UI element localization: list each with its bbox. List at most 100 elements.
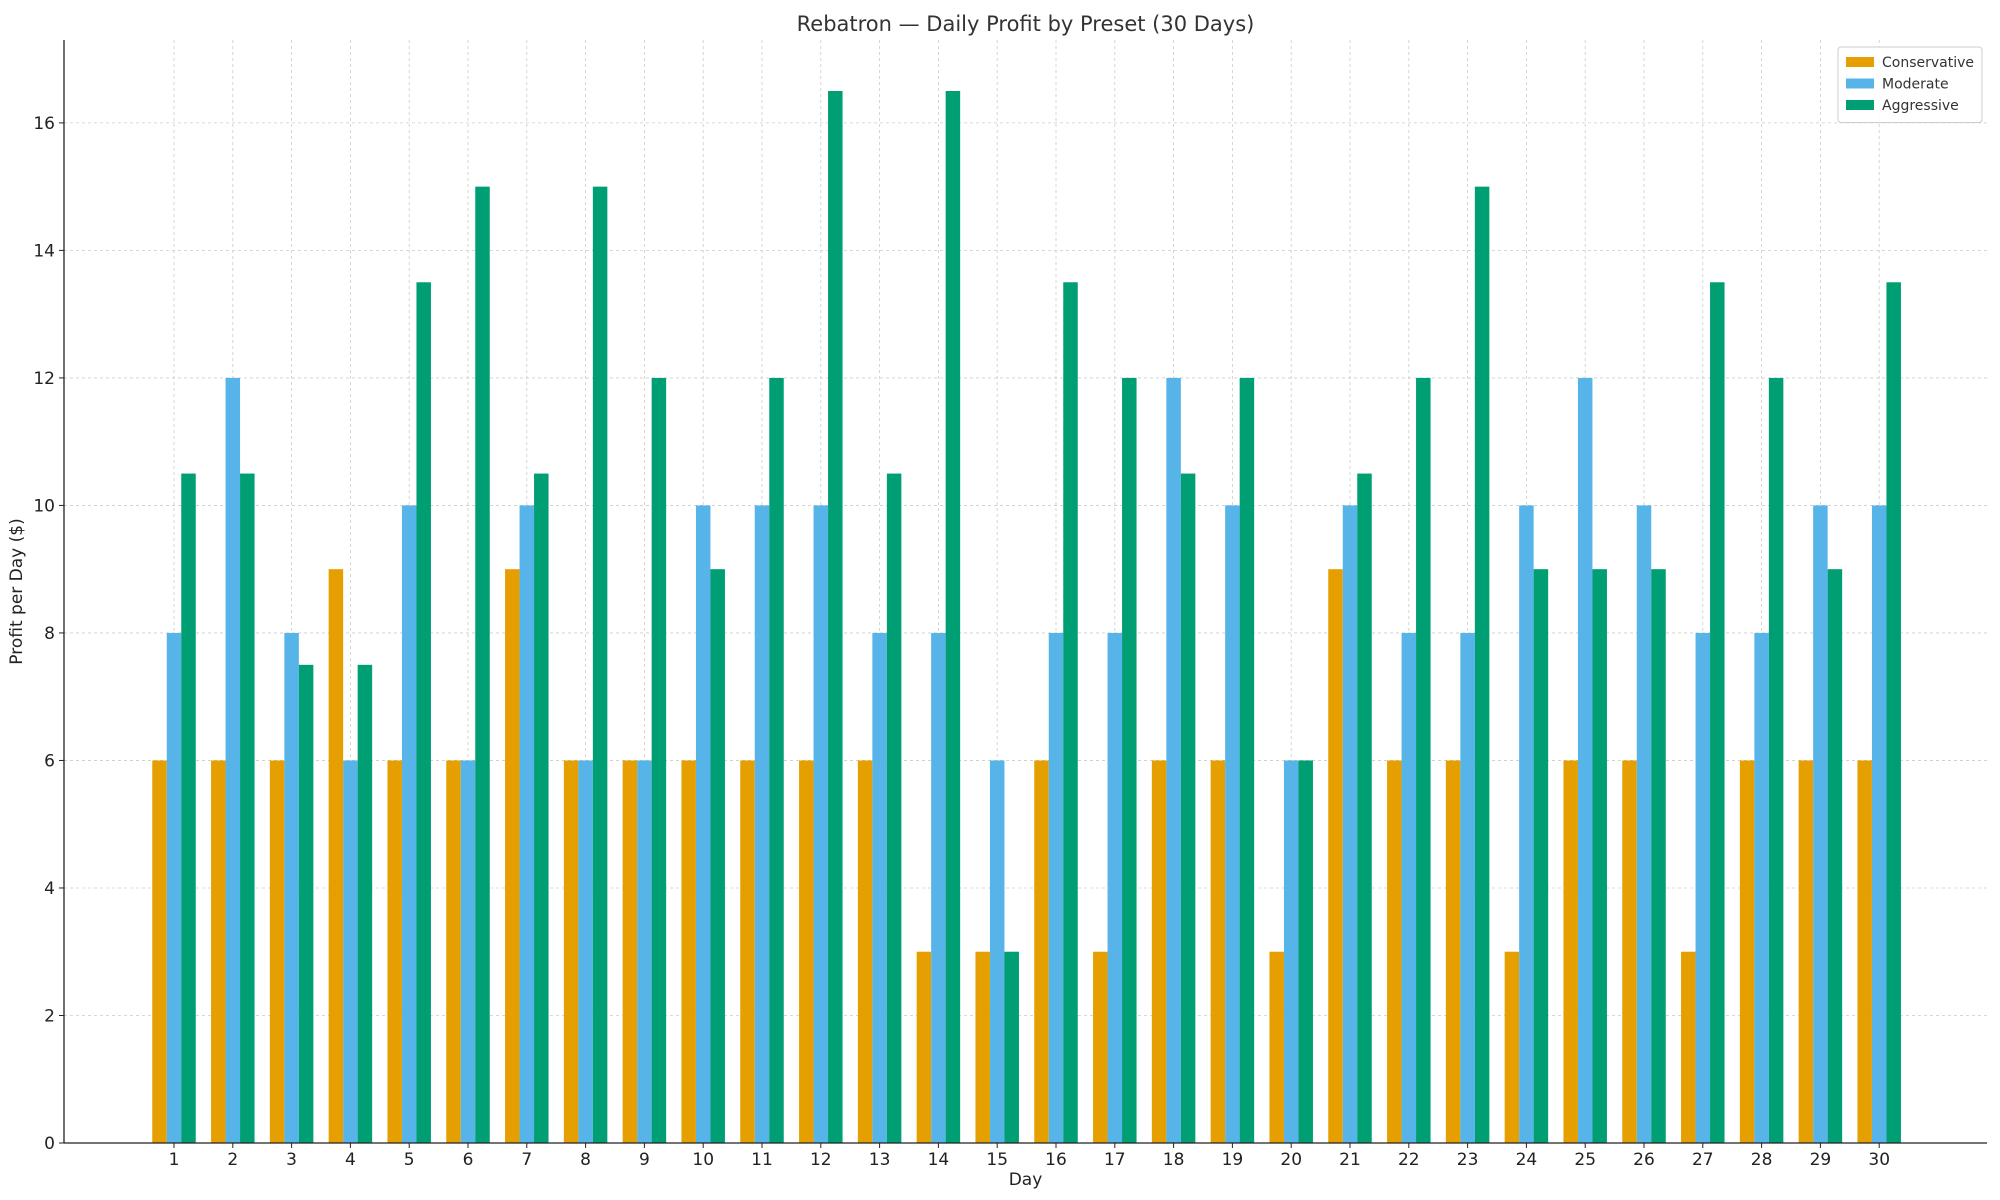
x-tick-label: 20: [1280, 1150, 1302, 1170]
x-tick-label: 23: [1457, 1150, 1479, 1170]
bar-aggressive-day-21: [1357, 473, 1372, 1143]
x-tick-label: 6: [463, 1150, 474, 1170]
bar-aggressive-day-29: [1827, 569, 1843, 1143]
x-tick-label: 18: [1163, 1150, 1185, 1170]
bar-moderate-day-25: [1577, 377, 1593, 1143]
bar-aggressive-day-2: [240, 473, 255, 1143]
y-tick-label: 16: [33, 114, 55, 134]
bar-aggressive-day-30: [1886, 282, 1901, 1143]
bar-aggressive-day-1: [181, 473, 196, 1143]
x-tick-label: 11: [751, 1150, 773, 1170]
bar-aggressive-day-20: [1298, 760, 1313, 1143]
bar-moderate-day-15: [989, 760, 1005, 1143]
bar-aggressive-day-3: [298, 664, 314, 1143]
bar-aggressive-day-13: [886, 473, 902, 1143]
bar-moderate-day-4: [343, 760, 358, 1143]
x-tick-label: 28: [1751, 1150, 1773, 1170]
bar-moderate-day-28: [1754, 632, 1769, 1143]
x-axis-label: Day: [1009, 1170, 1043, 1190]
bar-aggressive-day-22: [1416, 377, 1431, 1143]
y-axis-label: Profit per Day ($): [7, 518, 27, 664]
bar-moderate-day-17: [1107, 632, 1123, 1143]
bar-moderate-day-21: [1342, 505, 1358, 1143]
x-tick-label: 22: [1398, 1150, 1420, 1170]
bar-moderate-day-22: [1401, 632, 1417, 1143]
bar-conservative-day-27: [1681, 951, 1696, 1143]
x-tick-label: 1: [169, 1150, 180, 1170]
bar-conservative-day-11: [740, 760, 755, 1143]
bar-conservative-day-19: [1210, 760, 1226, 1143]
x-tick-label: 27: [1692, 1150, 1714, 1170]
bar-conservative-day-7: [505, 569, 520, 1143]
y-ticks: 0 2 4 6 8 10 12 14 16: [33, 114, 64, 1154]
bar-moderate-day-27: [1695, 632, 1711, 1143]
bar-moderate-day-11: [754, 505, 770, 1143]
x-tick-label: 5: [404, 1150, 415, 1170]
x-tick-label: 29: [1810, 1150, 1832, 1170]
chart-title: Rebatron — Daily Profit by Preset (30 Da…: [797, 12, 1255, 36]
bar-aggressive-day-5: [416, 282, 431, 1143]
bar-moderate-day-9: [637, 760, 652, 1143]
bar-conservative-day-25: [1563, 760, 1578, 1143]
bar-conservative-day-9: [622, 760, 638, 1143]
bar-conservative-day-10: [681, 760, 696, 1143]
y-tick-label: 2: [44, 1006, 55, 1026]
bar-conservative-day-29: [1798, 760, 1814, 1143]
bar-aggressive-day-6: [475, 186, 490, 1144]
x-tick-label: 4: [345, 1150, 356, 1170]
legend-label-aggressive: Aggressive: [1882, 98, 1959, 114]
y-tick-label: 4: [44, 879, 55, 899]
bar-moderate-day-16: [1048, 632, 1064, 1143]
y-tick-label: 14: [33, 241, 55, 261]
x-tick-label: 13: [869, 1150, 891, 1170]
bar-moderate-day-3: [284, 632, 299, 1143]
legend: Conservative Moderate Aggressive: [1837, 46, 1983, 123]
bar-conservative-day-15: [975, 951, 990, 1143]
bar-conservative-day-13: [857, 760, 873, 1143]
x-tick-label: 19: [1222, 1150, 1244, 1170]
bar-conservative-day-23: [1445, 760, 1461, 1143]
bar-conservative-day-5: [387, 760, 402, 1143]
legend-label-moderate: Moderate: [1882, 77, 1949, 93]
bar-conservative-day-22: [1387, 760, 1402, 1143]
bar-moderate-day-1: [166, 632, 182, 1143]
bars: [152, 91, 1901, 1144]
bar-moderate-day-13: [872, 632, 887, 1143]
x-ticks: 1 2 3 4 5 6 7 8 9 10 11 12 13 14 15 16 17 18 19 20 21 22 23 24 2…: [169, 1143, 1890, 1170]
x-tick-label: 7: [521, 1150, 532, 1170]
x-tick-label: 21: [1339, 1150, 1361, 1170]
bar-conservative-day-14: [916, 951, 932, 1143]
bar-conservative-day-1: [152, 760, 167, 1143]
x-tick-label: 14: [928, 1150, 950, 1170]
legend-swatch-aggressive: [1846, 100, 1874, 110]
x-tick-label: 15: [986, 1150, 1008, 1170]
bar-moderate-day-6: [460, 760, 476, 1143]
x-tick-label: 10: [692, 1150, 714, 1170]
bar-conservative-day-4: [328, 569, 344, 1143]
bar-aggressive-day-15: [1004, 951, 1019, 1143]
bar-conservative-day-8: [563, 760, 579, 1143]
bar-conservative-day-16: [1034, 760, 1049, 1143]
x-tick-label: 8: [580, 1150, 591, 1170]
bar-conservative-day-18: [1151, 760, 1167, 1143]
legend-swatch-conservative: [1846, 57, 1874, 67]
bar-conservative-day-21: [1328, 569, 1343, 1143]
y-tick-label: 10: [33, 496, 55, 516]
bar-moderate-day-18: [1166, 377, 1181, 1143]
bar-moderate-day-8: [578, 760, 593, 1143]
bar-conservative-day-26: [1622, 760, 1637, 1143]
bar-conservative-day-20: [1269, 951, 1284, 1143]
bar-aggressive-day-19: [1239, 377, 1255, 1143]
bar-moderate-day-20: [1283, 760, 1299, 1143]
bar-moderate-day-23: [1460, 632, 1475, 1143]
bar-moderate-day-12: [813, 505, 829, 1143]
bar-conservative-day-3: [269, 760, 285, 1143]
bar-aggressive-day-27: [1710, 282, 1725, 1143]
x-tick-label: 3: [286, 1150, 297, 1170]
bar-moderate-day-7: [519, 505, 535, 1143]
bar-moderate-day-29: [1813, 505, 1828, 1143]
bar-aggressive-day-23: [1474, 186, 1490, 1144]
bar-aggressive-day-28: [1768, 377, 1784, 1143]
axes: [63, 40, 1987, 1144]
